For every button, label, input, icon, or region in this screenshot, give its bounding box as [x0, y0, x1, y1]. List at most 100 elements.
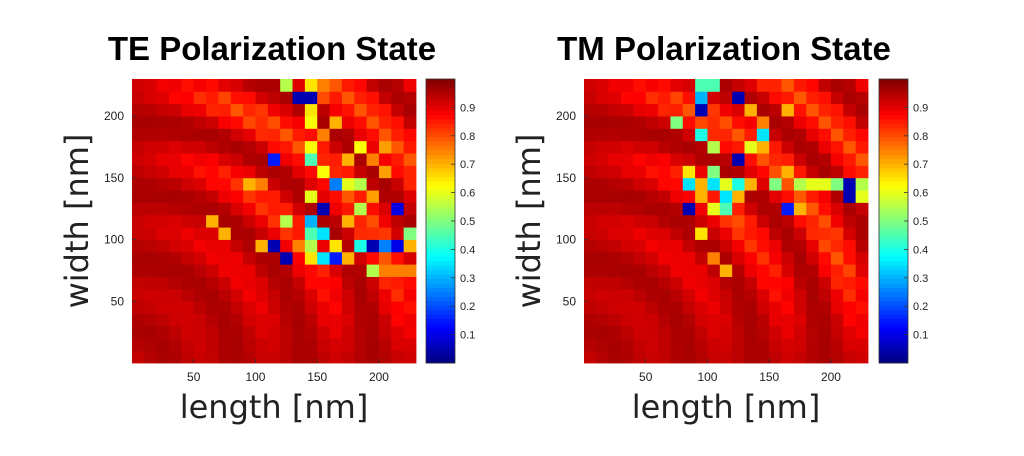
- heatmap-cell: [670, 153, 684, 166]
- heatmap-cell: [304, 350, 318, 364]
- heatmap-cell: [781, 91, 795, 105]
- heatmap-cell: [181, 153, 195, 166]
- heatmap-cell: [633, 165, 647, 179]
- heatmap-cell: [806, 214, 820, 228]
- heatmap-cell: [243, 325, 256, 339]
- heatmap-cell: [218, 116, 232, 129]
- heatmap-cell: [781, 190, 795, 203]
- heatmap-cell: [806, 128, 820, 142]
- heatmap-cell: [695, 128, 708, 142]
- heatmap-cell: [584, 140, 597, 154]
- heatmap-cell: [329, 301, 343, 315]
- heatmap-cell: [403, 116, 417, 129]
- heatmap-cell: [793, 91, 807, 105]
- heatmap-cell: [732, 276, 745, 290]
- heatmap-cell: [403, 325, 417, 339]
- heatmap-cell: [732, 128, 745, 142]
- heatmap-cell: [378, 325, 392, 339]
- heatmap-cell: [806, 288, 820, 302]
- heatmap-cell: [608, 214, 622, 228]
- heatmap-cell: [378, 165, 392, 179]
- heatmap-cell: [230, 301, 244, 315]
- heatmap-cell: [855, 116, 869, 129]
- heatmap-cell: [806, 251, 820, 265]
- heatmap-cell: [756, 325, 770, 339]
- colorbar-swatch: [426, 136, 455, 142]
- heatmap-cell: [156, 165, 170, 179]
- heatmap-cell: [218, 227, 232, 240]
- heatmap-cell: [658, 103, 671, 117]
- heatmap-cell: [230, 350, 244, 364]
- heatmap-cell: [218, 140, 232, 154]
- heatmap-cell: [378, 153, 392, 166]
- heatmap-cell: [181, 91, 195, 105]
- colorbar-swatch: [879, 243, 908, 249]
- heatmap-cell: [806, 202, 820, 216]
- heatmap-cell: [329, 313, 343, 327]
- heatmap-cell: [830, 350, 844, 364]
- heatmap-cell: [695, 251, 708, 265]
- heatmap-cell: [181, 202, 195, 216]
- heatmap-cell: [329, 251, 343, 265]
- colorbar-tick-label: 0.3: [460, 273, 475, 285]
- heatmap-cell: [156, 350, 170, 364]
- heatmap-cell: [843, 116, 857, 129]
- heatmap-cell: [230, 140, 244, 154]
- y-tick-label: 50: [563, 294, 577, 308]
- chart-title: TM Polarization State: [557, 30, 891, 67]
- heatmap-cell: [144, 116, 158, 129]
- heatmap-cell: [144, 214, 158, 228]
- heatmap-cell: [584, 350, 597, 364]
- heatmap-cell: [206, 177, 219, 191]
- heatmap-cell: [354, 91, 368, 105]
- heatmap-cell: [341, 128, 355, 142]
- heatmap-cell: [732, 103, 745, 117]
- heatmap-cell: [695, 153, 708, 166]
- colorbar-tick-label: 0.1: [913, 330, 928, 342]
- heatmap-cell: [341, 227, 355, 240]
- heatmap-cell: [230, 128, 244, 142]
- heatmap-cell: [169, 239, 182, 253]
- heatmap-cell: [206, 276, 219, 290]
- colorbar-swatch: [879, 212, 908, 217]
- heatmap-cell: [843, 313, 857, 327]
- heatmap-cell: [169, 202, 182, 216]
- heatmap-cell: [608, 288, 622, 302]
- heatmap-cell: [156, 202, 170, 216]
- heatmap-cell: [255, 239, 269, 253]
- heatmap-cell: [621, 140, 634, 154]
- heatmap-cell: [682, 350, 696, 364]
- heatmap-cell: [608, 177, 622, 191]
- heatmap-cell: [144, 140, 158, 154]
- heatmap-cell: [855, 239, 869, 253]
- heatmap-cell: [156, 103, 170, 117]
- heatmap-cell: [230, 288, 244, 302]
- heatmap-cell: [695, 140, 708, 154]
- colorbar-swatch: [879, 229, 908, 235]
- colorbar-swatch: [879, 283, 908, 288]
- heatmap-cell: [781, 338, 795, 352]
- heatmap-cell: [769, 276, 782, 290]
- colorbar-swatch: [426, 314, 455, 320]
- heatmap-cell: [707, 227, 721, 240]
- colorbar-tick-label: 0.5: [460, 216, 475, 228]
- heatmap-cell: [169, 91, 182, 105]
- colorbar-swatch: [879, 141, 908, 146]
- heatmap-cell: [732, 202, 745, 216]
- heatmap-cell: [670, 79, 684, 92]
- heatmap-cell: [682, 288, 696, 302]
- heatmap-cell: [695, 79, 708, 92]
- heatmap-cell: [206, 91, 219, 105]
- heatmap-cell: [707, 91, 721, 105]
- heatmap-cell: [156, 313, 170, 327]
- heatmap-cell: [206, 140, 219, 154]
- heatmap-cell: [670, 190, 684, 203]
- heatmap-cell: [304, 239, 318, 253]
- heatmap-cell: [633, 313, 647, 327]
- heatmap-cell: [391, 128, 405, 142]
- heatmap-cell: [169, 177, 182, 191]
- heatmap-cell: [707, 276, 721, 290]
- heatmap-cell: [341, 301, 355, 315]
- colorbar-swatch: [426, 194, 455, 200]
- heatmap-cell: [206, 214, 219, 228]
